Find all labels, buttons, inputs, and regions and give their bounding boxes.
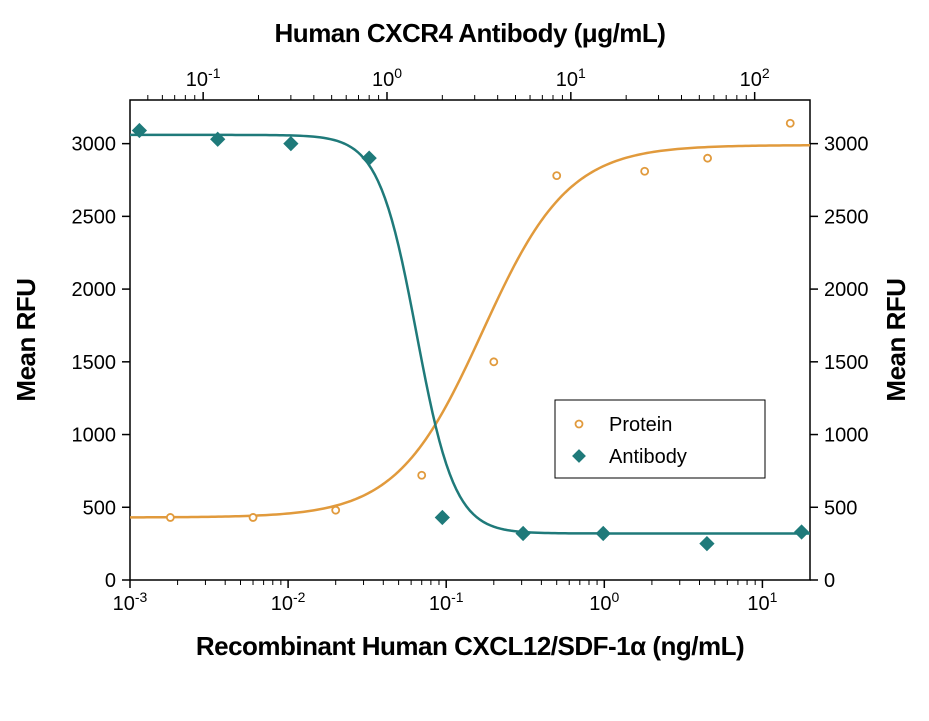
svg-text:1500: 1500 bbox=[72, 352, 117, 374]
svg-text:Human CXCR4 Antibody (μg/mL): Human CXCR4 Antibody (μg/mL) bbox=[275, 18, 666, 48]
svg-text:2000: 2000 bbox=[824, 279, 869, 301]
svg-text:0: 0 bbox=[824, 570, 835, 592]
chart-svg: 10-310-210-110010110-1100101102050010001… bbox=[0, 0, 929, 721]
svg-text:2000: 2000 bbox=[72, 279, 117, 301]
svg-text:Mean RFU: Mean RFU bbox=[881, 278, 911, 401]
svg-text:3000: 3000 bbox=[72, 134, 117, 156]
svg-text:1000: 1000 bbox=[72, 425, 117, 447]
svg-text:Antibody: Antibody bbox=[609, 446, 687, 468]
svg-text:1500: 1500 bbox=[824, 352, 869, 374]
svg-text:Recombinant Human CXCL12/SDF-1: Recombinant Human CXCL12/SDF-1α (ng/mL) bbox=[196, 631, 744, 661]
svg-text:500: 500 bbox=[83, 497, 116, 519]
svg-text:2500: 2500 bbox=[824, 206, 869, 228]
svg-text:0: 0 bbox=[105, 570, 116, 592]
svg-text:500: 500 bbox=[824, 497, 857, 519]
svg-text:Mean RFU: Mean RFU bbox=[11, 278, 41, 401]
svg-text:2500: 2500 bbox=[72, 206, 117, 228]
svg-text:3000: 3000 bbox=[824, 134, 869, 156]
chart-container: { "chart": { "type": "line", "width": 92… bbox=[0, 0, 929, 721]
svg-text:Protein: Protein bbox=[609, 414, 672, 436]
svg-text:1000: 1000 bbox=[824, 425, 869, 447]
